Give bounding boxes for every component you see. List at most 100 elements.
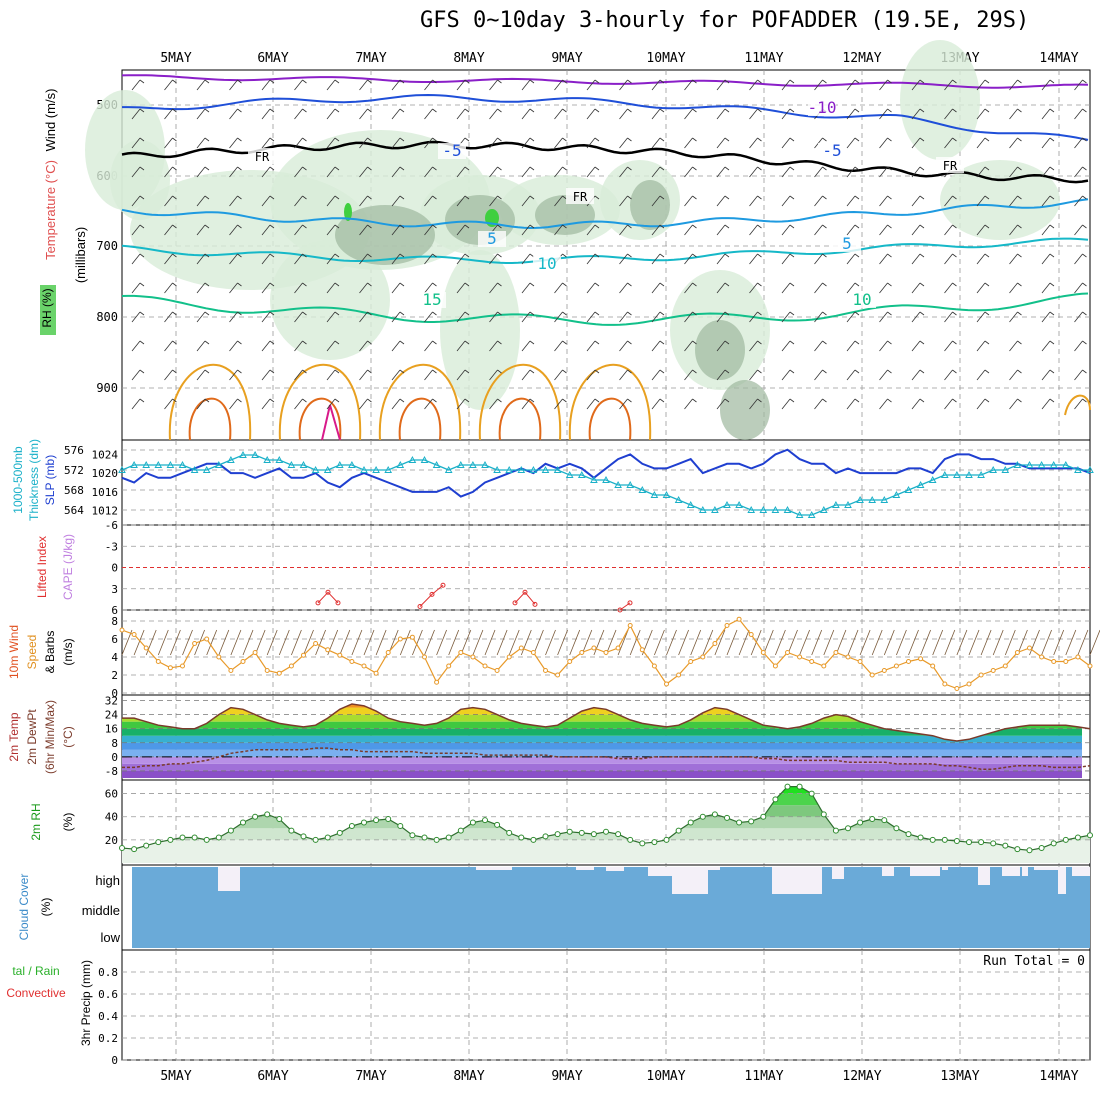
rh-point <box>760 813 767 820</box>
wind-barb-flag <box>139 195 145 200</box>
wind-barb <box>814 224 823 236</box>
wind-barb-flag <box>172 369 177 374</box>
rh-point <box>227 827 234 834</box>
wind-barb-flag <box>334 253 340 258</box>
wind-barb <box>261 166 271 178</box>
precip-tick-label: 0 <box>111 1054 118 1067</box>
wind-barb-flag <box>497 369 502 374</box>
wind-barb-flag <box>334 282 340 287</box>
rh-tick-label: 60 <box>105 788 118 801</box>
wind10-barb <box>496 629 508 656</box>
wind-barb <box>261 253 271 265</box>
wind-barb <box>749 108 758 120</box>
wind-barb <box>196 224 206 236</box>
precip-tick-label: 0.6 <box>98 988 118 1001</box>
wind-barb <box>196 137 206 149</box>
rh-shade <box>940 160 1060 240</box>
wind-barb-flag <box>984 137 990 142</box>
wind10-barb <box>654 629 665 656</box>
wind-barb-flag <box>1049 369 1055 374</box>
wind-barb <box>781 282 791 294</box>
wind-barb-flag <box>334 137 340 142</box>
cloud-gap <box>1058 867 1066 894</box>
rh-point <box>615 831 622 838</box>
thickness-point <box>819 505 828 513</box>
wind-barb-flag <box>757 224 762 229</box>
wind-barb-flag <box>1082 137 1087 142</box>
wind-barb-flag <box>789 398 795 403</box>
wind10-point <box>869 672 875 678</box>
wind10-point <box>204 636 210 642</box>
li-label: Lifted Index <box>35 536 49 598</box>
wind10-point <box>591 645 597 651</box>
wind-barb <box>814 79 823 91</box>
wind-barb-flag <box>464 253 470 258</box>
wind-barb <box>976 340 986 352</box>
wind-barb-flag <box>367 195 372 200</box>
wind-barb <box>424 282 433 294</box>
wind-barb <box>944 398 953 410</box>
wind-barb <box>1074 340 1083 352</box>
wind-barb-flag <box>399 340 405 345</box>
wind-barb <box>781 398 791 410</box>
wind-barb-flag <box>464 340 470 345</box>
wind-barb <box>781 108 791 120</box>
wind-barb-flag <box>334 224 340 229</box>
wind-barb <box>1009 398 1018 410</box>
thickness-point <box>469 460 477 468</box>
thickness-point <box>481 460 489 468</box>
wind10-barb <box>508 629 520 656</box>
wind-barb <box>294 282 303 294</box>
date-label-bottom: 7MAY <box>355 1069 386 1084</box>
wind-barb-flag <box>1017 137 1022 142</box>
wind-barb-flag <box>172 398 177 403</box>
wind-barb-flag <box>984 79 990 84</box>
wind-barb-flag <box>237 195 242 200</box>
wind-barb-flag <box>984 195 990 200</box>
wind-barb <box>424 195 433 207</box>
wind-barb-flag <box>399 282 405 287</box>
thickness-tick-label: 576 <box>64 444 84 457</box>
wind-barb-flag <box>367 282 372 287</box>
wind-barb-flag <box>464 166 470 171</box>
wind-barb-flag <box>919 108 925 113</box>
wind10-point <box>579 650 585 655</box>
wind-barb-flag <box>432 224 437 229</box>
rh-point <box>820 811 827 818</box>
wind-barb <box>911 224 921 236</box>
wind10-point <box>748 632 754 637</box>
thickness-point <box>735 500 743 508</box>
wind-barb <box>684 137 693 149</box>
wind-barb-flag <box>432 79 437 84</box>
wind-barb-flag <box>984 224 990 229</box>
temp-tick-label: 16 <box>105 723 118 736</box>
wind-barb-flag <box>367 166 372 171</box>
wind-barb-flag <box>659 340 665 345</box>
thickness-tick-label: 564 <box>64 504 84 517</box>
wind-barb <box>1074 79 1083 91</box>
thickness-point <box>1025 460 1034 468</box>
wind-barb <box>716 79 726 91</box>
rh-point <box>1074 834 1081 841</box>
wind-barb <box>521 311 531 323</box>
wind-barb-flag <box>789 282 795 287</box>
wind-barb-flag <box>204 166 210 171</box>
wind-barb <box>456 340 466 352</box>
wind-barb-flag <box>464 137 470 142</box>
wind-barb <box>294 398 303 410</box>
wind-barb-flag <box>627 137 632 142</box>
wind10-barb <box>883 629 895 656</box>
wind-barb-flag <box>952 311 957 316</box>
wind-barb <box>294 369 303 381</box>
wind-barb <box>651 340 661 352</box>
wind-barb <box>879 311 888 323</box>
wind-barb-flag <box>1082 253 1087 258</box>
wind-barb-flag <box>822 369 827 374</box>
wind-barb-flag <box>659 166 665 171</box>
thickness-point <box>384 465 393 473</box>
rh-point <box>155 839 162 846</box>
wind-barb-flag <box>692 108 697 113</box>
thickness-point <box>311 465 320 473</box>
wind-barb <box>619 224 628 236</box>
wind-barb <box>619 79 628 91</box>
